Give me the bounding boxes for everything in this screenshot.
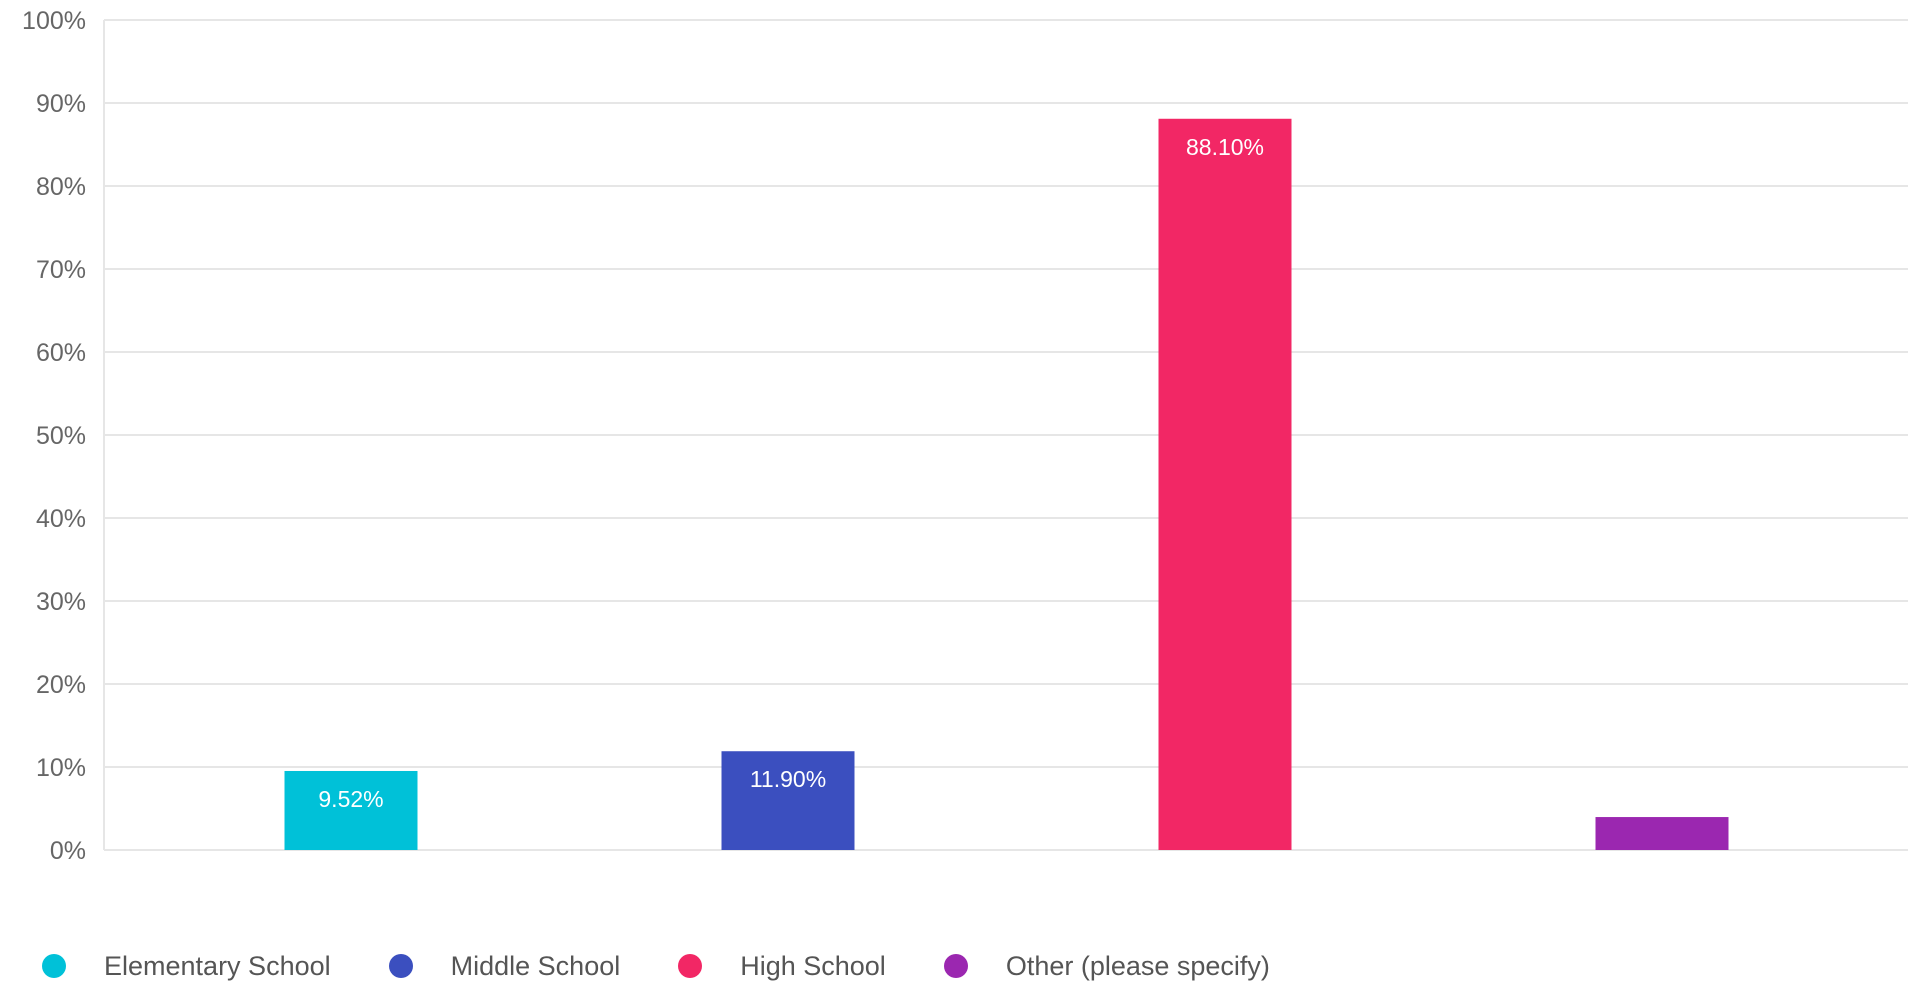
y-tick-label: 0% (50, 837, 86, 865)
legend-item-elementary-school[interactable]: Elementary School (42, 950, 331, 982)
legend-dot-icon (678, 954, 703, 978)
y-tick-label: 20% (36, 671, 86, 699)
legend-item-middle-school[interactable]: Middle School (388, 950, 621, 982)
bars (284, 118, 1729, 850)
data-label: 11.90% (750, 766, 826, 792)
data-labels: 9.52% 11.90% 88.10% (318, 134, 1264, 812)
legend-label: Other (please specify) (1005, 951, 1270, 981)
y-tick-label: 60% (36, 339, 86, 367)
legend-dot-icon (42, 954, 66, 978)
legend: Elementary School Middle School High Sch… (42, 950, 1328, 982)
y-tick-label: 30% (36, 588, 86, 616)
data-label: 88.10% (1186, 134, 1264, 160)
legend-label: Middle School (450, 951, 621, 981)
bar-high-school[interactable] (1158, 118, 1292, 850)
legend-dot-icon (388, 954, 413, 978)
legend-label: Elementary School (104, 951, 331, 981)
bar-middle-school[interactable] (721, 751, 855, 850)
bar-elementary-school[interactable] (284, 770, 418, 850)
gridlines (103, 19, 1908, 851)
y-tick-label: 80% (36, 173, 86, 201)
legend-item-other[interactable]: Other (please specify) (943, 950, 1270, 982)
y-tick-label: 10% (36, 754, 86, 782)
y-tick-label: 100% (22, 7, 86, 35)
y-tick-label: 70% (36, 256, 86, 284)
y-tick-label: 90% (36, 90, 86, 118)
legend-dot-icon (943, 954, 968, 978)
y-tick-label: 50% (36, 422, 86, 450)
y-axis-tick-labels: 0% 10% 20% 30% 40% 50% 60% 70% 80% 90% 100% (22, 7, 86, 865)
y-tick-label: 40% (36, 505, 86, 533)
bar-other-please-specify[interactable] (1595, 817, 1729, 850)
legend-label: High School (740, 951, 886, 981)
data-label: 9.52% (318, 786, 383, 812)
legend-item-high-school[interactable]: High School (678, 950, 886, 982)
